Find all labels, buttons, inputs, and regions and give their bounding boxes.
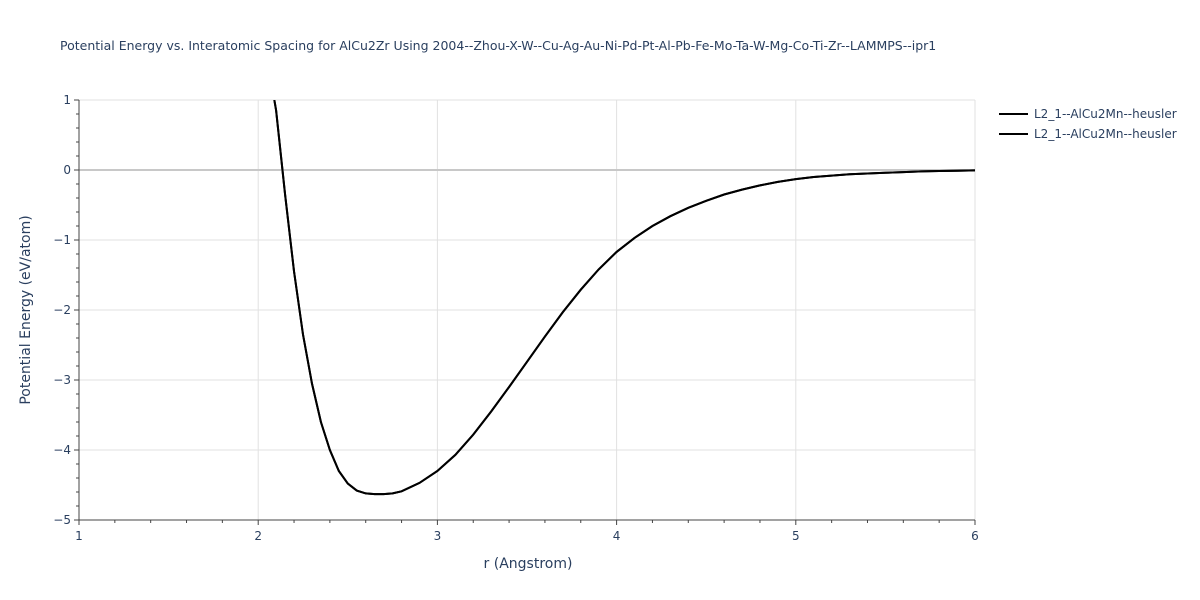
x-tick-label: 5: [792, 529, 800, 543]
legend[interactable]: L2_1--AlCu2Mn--heusler L2_1--AlCu2Mn--heu…: [999, 107, 1177, 141]
y-tick-label: 0: [63, 163, 71, 177]
y-tick-label: 1: [63, 93, 71, 107]
grid: [79, 99, 976, 520]
y-tick-label: −4: [53, 443, 71, 457]
y-tick-label: −1: [53, 233, 71, 247]
series-line-0: [273, 100, 975, 496]
legend-label[interactable]: L2_1--AlCu2Mn--heusler: [1034, 107, 1177, 121]
axes: 1 2 3 4 5 6 1 0 −1 −2 −3 −4 −5: [53, 93, 979, 543]
x-axis-title: r (Angstrom): [484, 556, 573, 572]
x-tick-label: 3: [434, 529, 442, 543]
x-tick-label: 2: [254, 529, 262, 543]
y-axis-title: Potential Energy (eV/atom): [18, 215, 34, 404]
x-tick-label: 1: [75, 529, 83, 543]
x-tick-label: 6: [971, 529, 979, 543]
series-layer: [273, 100, 975, 496]
legend-label[interactable]: L2_1--AlCu2Mn--heusler: [1034, 127, 1177, 141]
x-tick-label: 4: [613, 529, 621, 543]
chart-title: Potential Energy vs. Interatomic Spacing…: [60, 38, 936, 53]
y-tick-label: −2: [53, 303, 71, 317]
series-line-1: [273, 100, 975, 496]
y-tick-label: −3: [53, 373, 71, 387]
y-tick-label: −5: [53, 513, 71, 527]
